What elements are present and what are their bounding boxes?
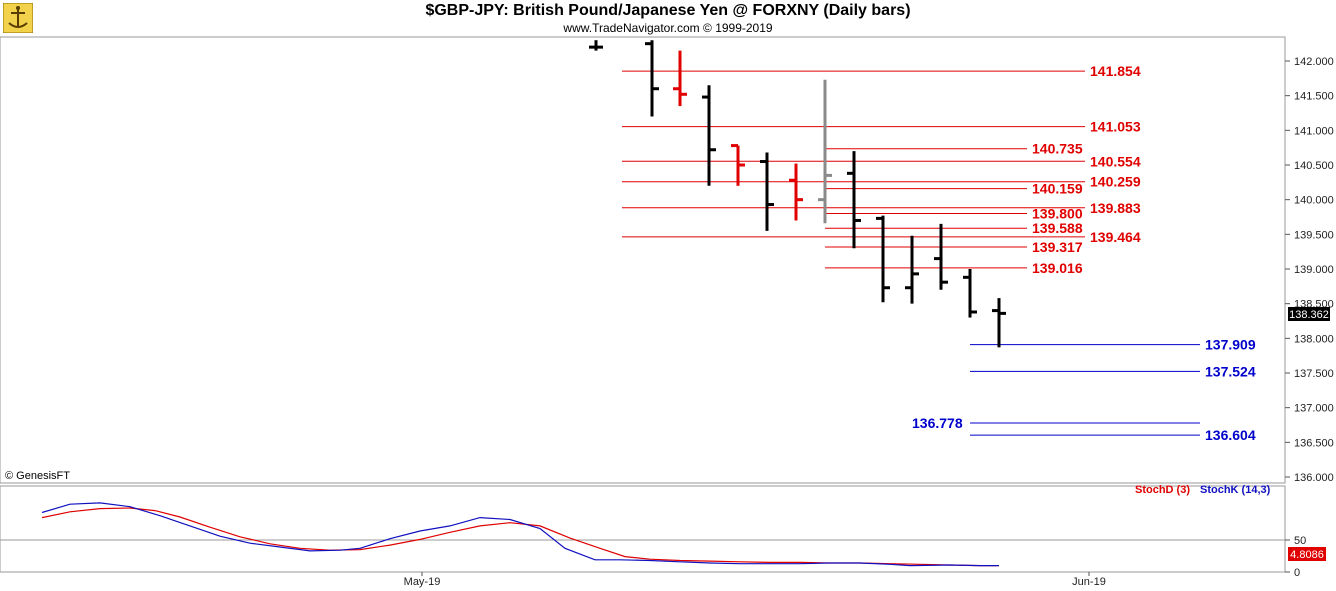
price-tick-label: 141.000 <box>1294 125 1334 137</box>
resistance-label: 139.800 <box>1032 206 1083 222</box>
price-tick-label: 142.000 <box>1294 56 1334 68</box>
time-tick-label: May-19 <box>404 576 441 588</box>
oscillator-panel-frame <box>0 485 1286 573</box>
resistance-label: 139.317 <box>1032 239 1083 255</box>
last-stoch-box <box>1288 547 1326 561</box>
support-label: 137.909 <box>1205 337 1256 353</box>
price-tick-label: 139.500 <box>1294 229 1334 241</box>
copyright-label: © GenesisFT <box>5 470 70 482</box>
price-tick-label: 139.000 <box>1294 264 1334 276</box>
resistance-label: 139.883 <box>1090 200 1141 216</box>
legend-stochk: StochK (14,3) <box>1200 484 1271 496</box>
price-tick-label: 140.000 <box>1294 195 1334 207</box>
resistance-label: 140.735 <box>1032 141 1083 157</box>
osc-tick-label: 50 <box>1294 535 1306 547</box>
price-tick-label: 136.000 <box>1294 472 1334 484</box>
chart-subtitle: www.TradeNavigator.com © 1999-2019 <box>563 21 773 35</box>
time-axis: May-19 Jun-19 <box>404 572 1106 588</box>
level-lines: 141.854 141.053 140.735 140.554 140.259 140.1… <box>622 63 1256 443</box>
price-tick-label: 136.500 <box>1294 437 1334 449</box>
support-label: 136.778 <box>912 415 963 431</box>
last-price-box <box>1288 307 1330 321</box>
resistance-label: 139.588 <box>1032 220 1083 236</box>
price-tick-label: 141.500 <box>1294 91 1334 103</box>
support-label: 136.604 <box>1205 427 1256 443</box>
price-axis: 142.000 141.500 141.000 140.500 140.000 139.5… <box>1285 56 1334 484</box>
resistance-label: 140.554 <box>1090 153 1141 169</box>
legend-stochd: StochD (3) <box>1135 484 1190 496</box>
resistance-label: 141.854 <box>1090 63 1141 79</box>
resistance-label: 140.259 <box>1090 174 1141 190</box>
price-tick-label: 140.500 <box>1294 160 1334 172</box>
resistance-label: 141.053 <box>1090 119 1141 135</box>
stoch-series-line <box>41 507 999 567</box>
price-tick-label: 137.000 <box>1294 403 1334 415</box>
last-price-label: 138.362 <box>1289 309 1329 321</box>
stoch-series-line <box>41 502 999 567</box>
genesis-logo-icon <box>3 3 33 33</box>
stochastic-lines <box>41 502 999 567</box>
price-tick-label: 137.500 <box>1294 368 1334 380</box>
chart-title: $GBP-JPY: British Pound/Japanese Yen @ F… <box>425 2 911 19</box>
price-bars <box>589 40 1006 348</box>
oscillator-axis: 50 0 <box>1285 535 1306 579</box>
osc-tick-label: 0 <box>1294 567 1300 579</box>
price-panel-frame <box>0 36 1286 484</box>
resistance-label: 139.464 <box>1090 229 1141 245</box>
price-tick-label: 138.000 <box>1294 333 1334 345</box>
resistance-label: 139.016 <box>1032 260 1083 276</box>
support-label: 137.524 <box>1205 363 1256 379</box>
time-tick-label: Jun-19 <box>1072 576 1106 588</box>
last-stoch-label: 4.8086 <box>1290 549 1324 561</box>
resistance-label: 140.159 <box>1032 181 1083 197</box>
